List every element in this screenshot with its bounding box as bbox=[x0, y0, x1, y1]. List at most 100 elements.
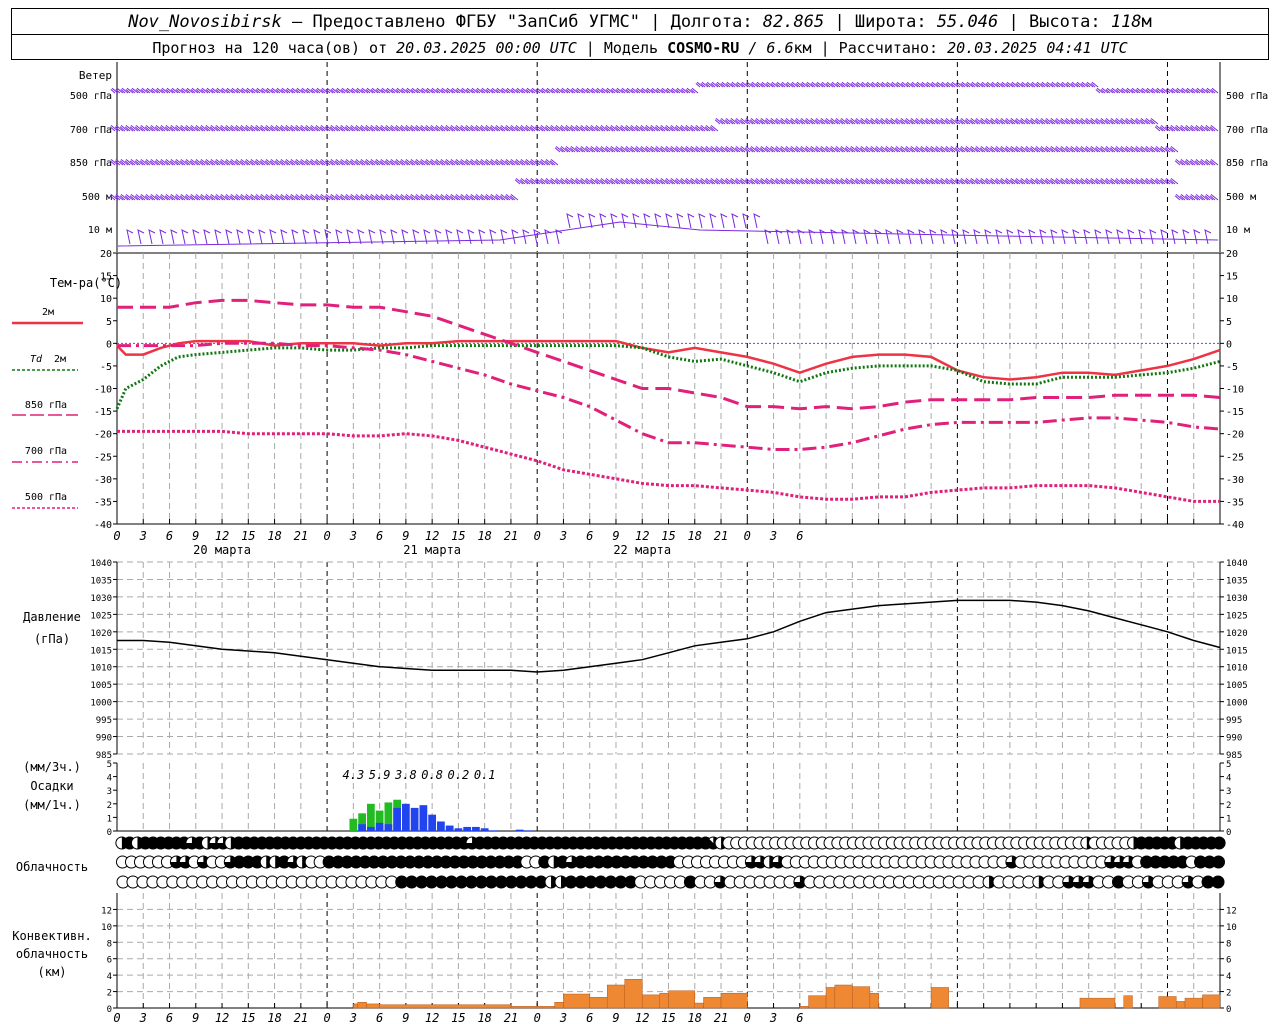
cloud-circle-fill bbox=[535, 876, 548, 888]
cloud-circle-fill bbox=[772, 856, 785, 868]
legend-700-label: 700 гПа bbox=[25, 446, 67, 457]
precip-bar-blue bbox=[419, 805, 428, 831]
y-tick-label: 1005 bbox=[90, 681, 112, 691]
conv-cloud-bar bbox=[353, 1003, 358, 1009]
temp-series-dotted bbox=[115, 344, 1221, 410]
wind-level-label: 850 гПа bbox=[1226, 158, 1268, 169]
x-tick-label: 12 bbox=[635, 529, 649, 543]
cloud-circle-fill bbox=[1122, 856, 1135, 868]
conv-title-2: облачность bbox=[16, 947, 88, 961]
y-tick-label: -10 bbox=[1226, 385, 1244, 396]
cloud-cover-circle bbox=[376, 855, 390, 869]
x-tick-label: 21 bbox=[504, 1011, 518, 1024]
y-tick-label: 1000 bbox=[1226, 699, 1248, 709]
x-tick-label: 9 bbox=[192, 1011, 199, 1024]
forecast-time: 20.03.2025 00:00 UTC bbox=[396, 38, 577, 57]
x-tick-label: 0 bbox=[744, 1011, 751, 1024]
cloud-circle-fill bbox=[394, 856, 407, 868]
cloud-cover-circle bbox=[223, 855, 237, 869]
cloud-circle-fill bbox=[1104, 856, 1117, 868]
conv-cloud-bar bbox=[589, 997, 608, 1009]
cloud-cover-circle bbox=[250, 855, 264, 869]
y-tick-label: 0 bbox=[107, 1005, 112, 1015]
conv-cloud-bar bbox=[720, 992, 748, 1009]
x-tick-label: 21 bbox=[504, 529, 518, 543]
wind-level-label: 500 гПа bbox=[70, 91, 112, 102]
y-tick-label: 4 bbox=[1226, 972, 1231, 982]
cloud-circle-fill bbox=[1203, 856, 1216, 868]
cloud-cover-circle bbox=[610, 855, 624, 869]
y-tick-label: 1015 bbox=[1226, 646, 1248, 656]
cloud-circle-fill bbox=[465, 876, 478, 888]
cloud-cover-circle bbox=[574, 855, 588, 869]
wind-10m-line bbox=[117, 221, 1219, 247]
conv-cloud-bar bbox=[554, 1002, 564, 1009]
precip-bar-blue bbox=[445, 825, 454, 831]
cloud-circle-fill bbox=[1082, 876, 1095, 888]
cloud-circle-fill bbox=[637, 856, 650, 868]
x-tick-label: 3 bbox=[139, 1011, 147, 1024]
cloud-cover-circle bbox=[448, 855, 462, 869]
y-tick-label: 1040 bbox=[1226, 559, 1248, 569]
x-tick-label: 0 bbox=[113, 529, 120, 543]
cloud-cover-circle bbox=[574, 875, 588, 889]
provider-text: – Предоставлено ФГБУ "ЗапСиб УГМС" | bbox=[281, 11, 671, 32]
legend-td-label: Td bbox=[30, 354, 43, 365]
precip-3h-total: 4.3 bbox=[343, 768, 365, 782]
cloud-circle-fill bbox=[179, 856, 192, 868]
wind-barbs-500m bbox=[109, 178, 1219, 201]
cloud-cover-circle bbox=[614, 875, 628, 889]
cloud-circle-fill bbox=[538, 856, 551, 868]
cloud-cover-circle bbox=[232, 855, 246, 869]
wind-level-label: 700 гПа bbox=[70, 125, 112, 136]
x-tick-label: 9 bbox=[402, 1011, 409, 1024]
x-tick-label: 3 bbox=[559, 529, 567, 543]
y-tick-label: 10 bbox=[1226, 294, 1238, 305]
x-tick-label: 15 bbox=[661, 1011, 675, 1024]
y-tick-label: 1035 bbox=[1226, 576, 1248, 586]
x-tick-label: 9 bbox=[192, 529, 199, 543]
cloud-circle-fill bbox=[793, 876, 806, 888]
y-tick-label: 10 bbox=[1226, 923, 1237, 933]
y-tick-label: 1 bbox=[107, 814, 112, 824]
wind-level-label: 500 гПа bbox=[1226, 91, 1268, 102]
cloud-circle-fill bbox=[278, 856, 291, 868]
y-tick-label: 1020 bbox=[1226, 629, 1248, 639]
y-tick-label: -25 bbox=[94, 452, 112, 463]
y-tick-label: 1 bbox=[1226, 814, 1231, 824]
y-tick-label: 3 bbox=[1226, 787, 1231, 797]
x-tick-label: 0 bbox=[534, 1011, 541, 1024]
conv-cloud-bar bbox=[1079, 997, 1116, 1009]
cloud-cover-circle bbox=[241, 855, 255, 869]
x-tick-label: 9 bbox=[612, 1011, 619, 1024]
forecast-prefix: Прогноз на 120 часа(ов) от bbox=[152, 38, 397, 57]
y-tick-label: 1010 bbox=[1226, 664, 1248, 674]
y-tick-label: 985 bbox=[1226, 751, 1242, 761]
y-tick-label: 20 bbox=[1226, 249, 1238, 260]
cloud-cover-circle bbox=[484, 855, 498, 869]
y-tick-label: 990 bbox=[96, 734, 112, 744]
cloud-cover-circle bbox=[196, 855, 210, 869]
cloud-circle-fill bbox=[493, 856, 506, 868]
cloud-circle-fill bbox=[556, 856, 569, 868]
cloud-cover-circle bbox=[277, 855, 291, 869]
y-tick-label: 0 bbox=[1226, 339, 1232, 350]
header-box: Nov_Novosibirsk – Предоставлено ФГБУ "За… bbox=[11, 8, 1269, 60]
y-tick-label: -10 bbox=[94, 385, 112, 396]
y-tick-label: -35 bbox=[1226, 497, 1244, 508]
cloud-cover-circle bbox=[1158, 855, 1172, 869]
x-tick-label: 18 bbox=[688, 529, 702, 543]
cloud-cover-circle bbox=[655, 855, 669, 869]
cloud-circle-fill bbox=[1213, 837, 1226, 849]
x-tick-label: 0 bbox=[113, 1011, 120, 1024]
y-tick-label: 990 bbox=[1226, 734, 1242, 744]
cloud-cover-circle bbox=[619, 855, 633, 869]
cloud-circle-fill bbox=[505, 876, 518, 888]
conv-cloud-bar bbox=[606, 984, 625, 1009]
cloud-cover-circle bbox=[1149, 855, 1163, 869]
wind-barbs-500hpa bbox=[110, 81, 1219, 94]
cloud-circle-fill bbox=[584, 876, 597, 888]
cloud-cover-circle bbox=[493, 855, 507, 869]
cloud-cover-circle bbox=[439, 855, 453, 869]
